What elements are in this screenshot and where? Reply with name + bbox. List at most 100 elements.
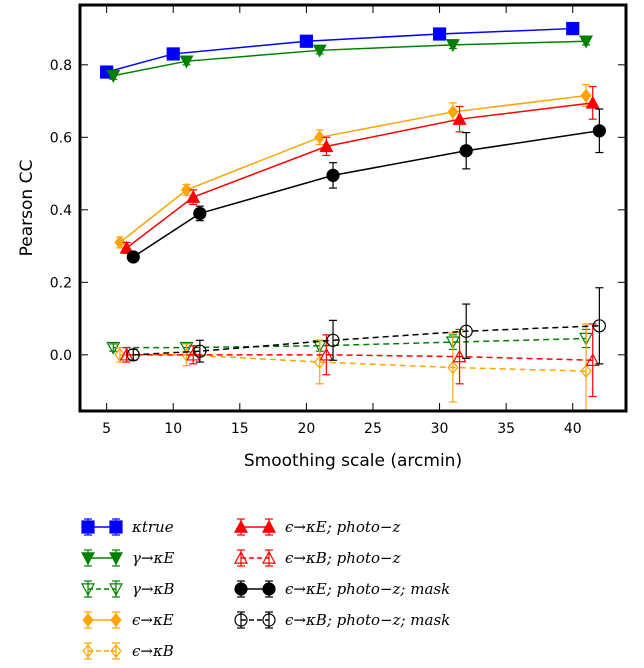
data-point-7-2: [326, 168, 340, 182]
data-point-0-2: [299, 34, 313, 48]
data-point-2-1: [179, 341, 194, 355]
legend-marker-8-1: [262, 613, 276, 627]
legend-marker-0-0: [81, 520, 95, 534]
data-point-6-4: [585, 352, 600, 366]
data-point-4-0: [114, 347, 126, 362]
legend-marker-2-0: [80, 583, 96, 597]
series-0: [100, 21, 580, 79]
data-point-6-2: [319, 347, 334, 361]
data-point-0-4: [566, 21, 580, 36]
data-point-4-4: [580, 364, 592, 379]
legend-label-1: γ→κE: [132, 549, 174, 567]
legend-marker-1-0: [80, 552, 96, 566]
ticks-layer: 5 10 15 20 25 30 35 40 0.0 0.2 0.4 0.6 0.8: [50, 5, 626, 437]
data-point-1-3: [445, 39, 460, 53]
series-4: [114, 323, 592, 411]
legend-item-5: ϵ→κE; photo−z: [233, 518, 400, 536]
data-point-0-1: [166, 47, 180, 61]
data-point-1-2: [312, 44, 327, 58]
data-point-3-2: [314, 130, 326, 145]
data-point-5-2: [319, 139, 334, 153]
legend-marker-6-1: [261, 550, 277, 564]
plot-frame: [78, 3, 628, 413]
data-point-1-0: [106, 69, 121, 83]
legend-item-1: γ→κE: [80, 549, 174, 567]
legend-label-3: ϵ→κE: [132, 611, 174, 629]
legend-label-8: ϵ→κB; photo−z; mask: [285, 611, 450, 629]
y-tick-label-0: 0.0: [50, 348, 72, 364]
data-point-0-3: [432, 27, 447, 41]
legend-marker-0-1: [109, 520, 123, 534]
data-point-5-4: [585, 95, 600, 109]
legend-label-4: ϵ→κB: [132, 642, 174, 660]
x-tick-label-3: 20: [297, 421, 315, 437]
legend-marker-5-0: [233, 519, 249, 533]
legend-label-0: κtrue: [131, 518, 174, 536]
data-point-4-3: [447, 360, 459, 375]
legend-label-6: ϵ→κB; photo−z: [285, 549, 401, 567]
legend-marker-2-1: [108, 583, 124, 597]
series-line-5: [126, 102, 593, 249]
data-point-3-0: [114, 235, 126, 250]
legend-marker-4-0: [82, 644, 94, 658]
series-line-4: [119, 354, 587, 372]
data-point-3-1: [180, 182, 193, 197]
legend-marker-7-1: [262, 582, 276, 596]
legend-marker-8-0: [234, 613, 248, 627]
series-2: [106, 328, 594, 355]
legend-marker-3-1: [110, 613, 122, 627]
data-point-7-3: [459, 144, 473, 158]
data-point-1-1: [179, 55, 194, 69]
x-tick-label-2: 15: [231, 421, 249, 437]
y-tick-label-2: 0.4: [50, 203, 72, 219]
x-tick-label-7: 40: [564, 421, 582, 437]
legend-item-0: κtrue: [81, 518, 174, 536]
series-3: [114, 84, 592, 250]
legend-label-7: ϵ→κE; photo−z; mask: [285, 580, 450, 598]
data-point-8-1: [193, 344, 207, 358]
data-point-8-3: [459, 324, 473, 338]
plot-layer: [100, 21, 606, 411]
x-tick-label-5: 30: [431, 421, 449, 437]
data-point-6-0: [119, 347, 134, 361]
data-point-6-1: [186, 347, 201, 361]
y-axis-label: Pearson CC: [17, 160, 37, 257]
series-line-6: [126, 354, 593, 361]
data-point-8-0: [126, 348, 140, 362]
legend-marker-4-1: [110, 644, 122, 658]
data-point-1-4: [579, 35, 594, 49]
data-point-5-3: [452, 111, 467, 125]
data-point-8-4: [592, 319, 606, 333]
series-8: [126, 287, 606, 365]
x-axis-label: Smoothing scale (arcmin): [244, 451, 462, 471]
data-point-5-1: [186, 189, 201, 203]
series-1: [106, 35, 594, 83]
data-point-3-4: [580, 88, 592, 103]
legend-item-6: ϵ→κB; photo−z: [233, 549, 401, 567]
x-tick-label-1: 10: [164, 421, 182, 437]
y-tick-label-1: 0.2: [50, 275, 72, 291]
data-point-7-0: [126, 250, 140, 264]
legend-marker-1-1: [108, 552, 124, 566]
legend: κtrue γ→κE γ→κB ϵ→κE ϵ→κB ϵ→κE; photo−z ϵ→κB; …: [80, 518, 450, 660]
legend-label-2: γ→κB: [132, 580, 174, 598]
legend-item-7: ϵ→κE; photo−z; mask: [234, 580, 450, 598]
series-line-2: [113, 337, 587, 349]
legend-item-2: γ→κB: [80, 580, 174, 598]
y-tick-label-3: 0.6: [50, 130, 72, 146]
legend-marker-6-0: [233, 550, 249, 564]
data-point-7-1: [193, 206, 207, 221]
data-point-3-3: [447, 104, 459, 119]
data-point-8-2: [326, 333, 340, 347]
data-point-7-4: [592, 124, 606, 138]
legend-item-8: ϵ→κB; photo−z; mask: [234, 611, 450, 629]
x-tick-label-6: 35: [497, 421, 515, 437]
legend-item-4: ϵ→κB: [82, 642, 174, 660]
series-7: [126, 108, 606, 264]
legend-label-5: ϵ→κE; photo−z: [285, 518, 400, 536]
series-5: [119, 85, 600, 254]
legend-item-3: ϵ→κE: [82, 611, 174, 629]
data-point-5-0: [119, 240, 134, 254]
